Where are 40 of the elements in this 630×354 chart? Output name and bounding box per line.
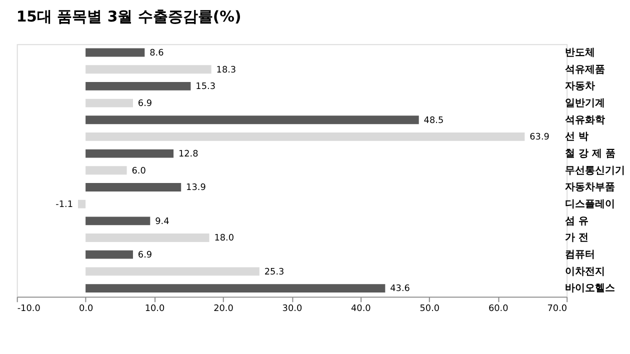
data-label: 12.8 (178, 150, 199, 160)
y-tick-label: 석유화학 (565, 114, 606, 126)
x-tick-label: 30.0 (282, 304, 302, 314)
data-label: 13.9 (186, 183, 206, 194)
y-tick-label: 섬 유 (565, 216, 589, 227)
data-label: 63.9 (530, 132, 550, 143)
y-tick-label: 반도체 (565, 47, 596, 58)
x-tick-label: 40.0 (351, 304, 372, 314)
data-label: 8.6 (150, 48, 164, 58)
y-tick-label: 가 전 (565, 232, 589, 244)
x-tick-label: 10.0 (144, 304, 166, 314)
x-tick-label: -10.0 (17, 304, 41, 314)
data-label: 43.6 (390, 284, 410, 294)
y-tick-label: 컴퓨터 (565, 250, 596, 261)
data-label: 6.9 (138, 250, 152, 261)
data-label: 6.9 (138, 99, 152, 110)
data-label: 25.3 (264, 267, 284, 278)
data-label: -1.1 (56, 200, 74, 210)
y-tick-label: 바이오헬스 (565, 283, 616, 294)
y-tick-label: 무선통신기기 (565, 165, 626, 176)
data-label: 15.3 (196, 82, 216, 92)
x-tick-label: 20.0 (214, 304, 234, 314)
y-tick-label: 자동차부품 (565, 182, 616, 194)
y-tick-label: 철 강 제 품 (565, 148, 616, 160)
y-tick-label: 선 박 (565, 132, 589, 143)
data-label: 6.0 (132, 166, 146, 176)
data-label: 18.3 (216, 65, 236, 76)
data-label: 48.5 (424, 116, 444, 126)
y-tick-label: 이차전지 (565, 266, 606, 278)
x-tick-label: 50.0 (420, 304, 440, 314)
y-tick-label: 석유제품 (565, 64, 606, 76)
y-tick-label: 일반기계 (565, 98, 606, 110)
y-tick-label: 자동차 (565, 81, 596, 92)
data-label: 18.0 (214, 234, 234, 244)
x-tick-label: 0.0 (78, 304, 94, 314)
y-tick-label: 디스플레이 (565, 199, 616, 210)
x-tick-label: 70.0 (547, 304, 568, 314)
x-tick-label: 60.0 (488, 304, 509, 314)
data-label: 9.4 (155, 216, 170, 227)
chart-title: 15대 품목별 3월 수출증감률(%) (16, 7, 242, 26)
